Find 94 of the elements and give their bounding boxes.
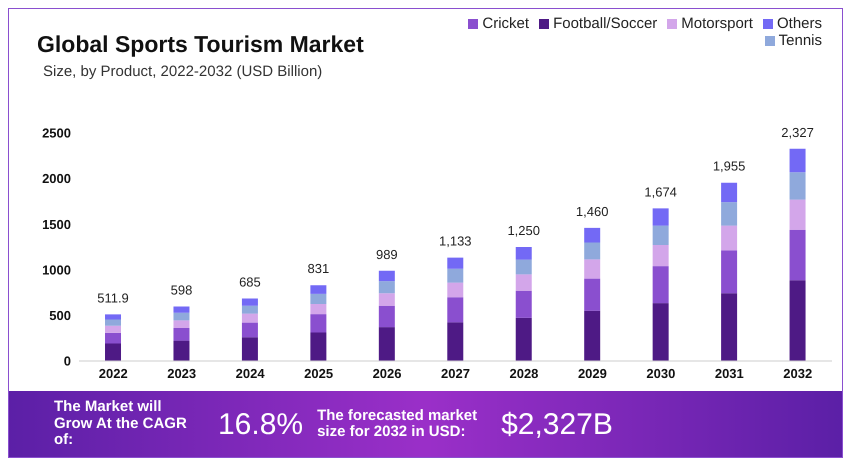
bar (516, 247, 532, 260)
bar (584, 259, 600, 279)
legend-label: Football/Soccer (553, 15, 658, 32)
x-tick-label: 2023 (167, 366, 196, 382)
total-label: 1,674 (644, 184, 677, 200)
bar (790, 230, 806, 280)
legend-label: Cricket (482, 15, 530, 32)
bar (242, 337, 258, 361)
bar (378, 281, 395, 294)
x-tick-label: 2028 (509, 366, 538, 382)
total-label: 511.9 (97, 290, 129, 306)
bar (447, 268, 464, 283)
y-tick-label: 0 (64, 354, 71, 369)
bar (721, 182, 738, 202)
bar (378, 306, 395, 328)
bar (652, 266, 669, 304)
legend-label: Motorsport (681, 15, 753, 32)
bar (790, 172, 806, 200)
x-tick-label: 2030 (646, 366, 676, 382)
chart-subtitle: Size, by Product, 2022-2032 (USD Billion) (43, 63, 322, 80)
y-tick-label: 2500 (42, 126, 71, 141)
bar (516, 274, 532, 291)
bar (584, 310, 600, 361)
total-label: 1,250 (507, 223, 540, 238)
bar (310, 285, 326, 294)
bar (173, 320, 190, 328)
x-tick-label: 2024 (236, 366, 266, 382)
x-tick-label: 2027 (441, 366, 470, 382)
text: The Market will Grow At the CAGR of: (54, 398, 188, 449)
x-tick-label: 2025 (304, 366, 334, 382)
bar (378, 270, 395, 282)
total-label: 2,327 (781, 124, 814, 140)
bar (173, 312, 190, 320)
x-tick-label: 2026 (372, 366, 402, 382)
total-label: 598 (170, 282, 192, 298)
total-label: 989 (376, 246, 398, 262)
bar (516, 318, 532, 361)
bar (242, 298, 258, 306)
bar (721, 293, 738, 361)
text: 16.8% (218, 408, 304, 440)
chart-title: Global Sports Tourism Market (37, 31, 364, 58)
total-label: 831 (308, 261, 330, 276)
bar (310, 332, 326, 361)
total-label: 1,133 (439, 234, 472, 249)
bar (105, 343, 122, 361)
y-tick-label: 500 (49, 308, 71, 324)
bar (652, 208, 669, 226)
bar (105, 332, 122, 344)
bar (173, 340, 190, 361)
bar (378, 327, 395, 361)
bar (584, 278, 600, 311)
bar (242, 306, 258, 314)
legend-label: Tennis (778, 32, 822, 49)
bar (447, 258, 464, 269)
bar (516, 260, 532, 274)
total-label: 685 (239, 274, 261, 290)
bar (790, 200, 806, 230)
bar (447, 297, 464, 322)
bar (516, 290, 532, 318)
total-label: 1,460 (576, 204, 608, 219)
bar (652, 244, 669, 266)
x-tick-label: 2031 (714, 366, 744, 382)
bar (378, 293, 395, 306)
bar (105, 320, 122, 326)
text: The forecasted market size for 2032 in USD: (317, 406, 478, 440)
bar (242, 314, 258, 323)
legend-label: Others (776, 15, 822, 32)
y-tick-label: 1000 (42, 262, 71, 278)
bar (310, 314, 326, 333)
x-tick-label: 2029 (578, 366, 607, 382)
bar (721, 202, 738, 226)
x-tick-label: 2032 (783, 366, 812, 382)
bar (447, 322, 464, 361)
bar (310, 304, 326, 314)
bar (584, 242, 600, 260)
bar (790, 280, 806, 361)
bar (310, 294, 326, 304)
bar (242, 322, 258, 338)
x-tick-label: 2022 (98, 366, 128, 382)
bar (652, 226, 669, 245)
bar (790, 148, 806, 172)
bar (721, 250, 738, 294)
bar (105, 314, 122, 320)
text: $2,327B (501, 408, 613, 440)
total-label: 1,955 (712, 158, 746, 174)
bar (584, 228, 600, 243)
bar (173, 306, 190, 313)
bar (447, 282, 464, 298)
bar (721, 226, 738, 250)
bar (652, 303, 669, 361)
y-tick-label: 1500 (42, 216, 71, 232)
bar (105, 326, 122, 333)
y-tick-label: 2000 (42, 171, 71, 186)
bar (173, 328, 190, 341)
